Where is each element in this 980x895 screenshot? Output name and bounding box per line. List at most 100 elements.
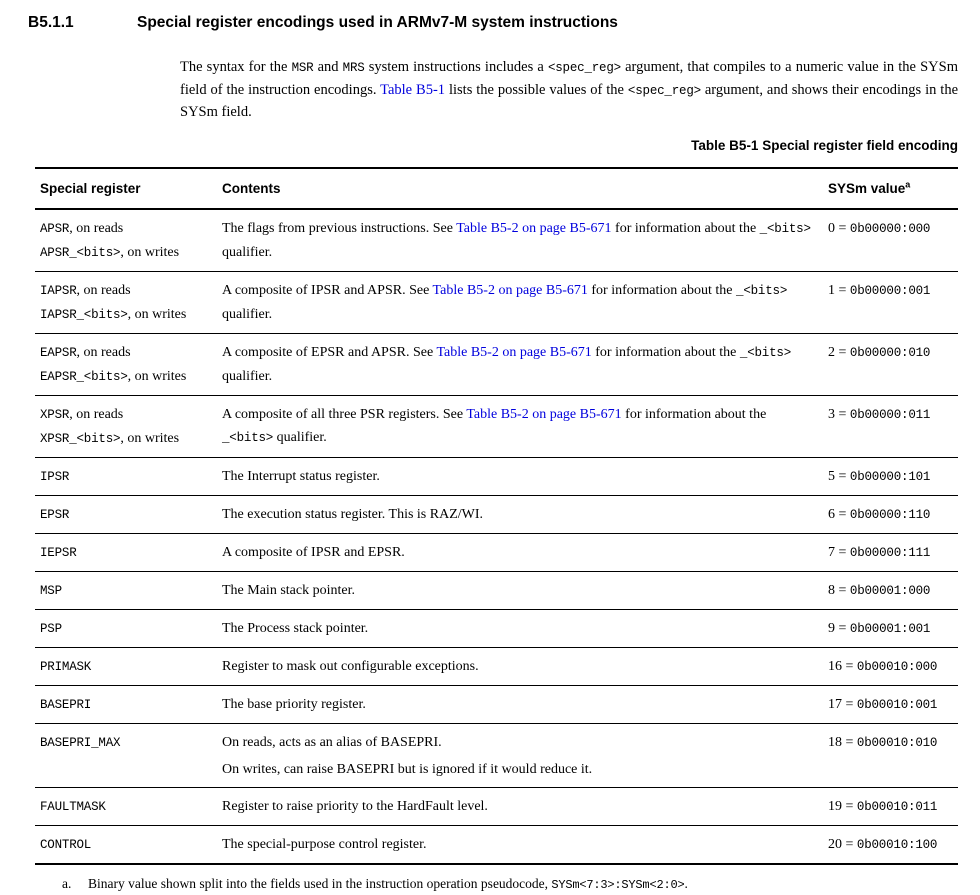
body-text: for information about the (587, 282, 737, 298)
body-text: qualifier. (273, 429, 327, 445)
cell-special-register: EAPSR, on reads EAPSR_<bits>, on writes (35, 341, 222, 389)
table-row: EAPSR, on reads EAPSR_<bits>, on writes A… (35, 334, 958, 396)
body-text: 18 = (828, 734, 857, 750)
cross-reference-link[interactable]: Table B5-2 on page B5-671 (436, 344, 592, 360)
code-text: 0b00010:100 (856, 837, 938, 852)
code-text: XPSR_<bits> (40, 431, 121, 446)
body-text: On writes, can raise BASEPRI but is igno… (222, 761, 593, 777)
cell-special-register: CONTROL (35, 833, 222, 857)
code-text: 0b00010:000 (856, 659, 938, 674)
code-text: IEPSR (40, 545, 77, 560)
body-text: for information about the (611, 220, 760, 236)
page-title: Special register encodings used in ARMv7… (137, 14, 618, 31)
body-text: 17 = (828, 696, 857, 712)
cell-contents: A composite of IPSR and EPSR. (222, 541, 828, 565)
cross-reference-link[interactable]: Table B5-1 (380, 81, 446, 98)
code-text: EAPSR_<bits> (40, 369, 128, 384)
cell-contents: A composite of IPSR and APSR. See Table … (222, 279, 828, 327)
cell-sysm-value: 20 = 0b00010:100 (828, 833, 958, 857)
code-text: 0b00000:101 (849, 469, 931, 484)
body-text: On reads, acts as an alias of BASEPRI. (222, 734, 442, 750)
code-text: 0b00000:011 (849, 407, 931, 422)
contents-description: The flags from previous instructions. Se… (222, 217, 818, 264)
register-name: PRIMASK (40, 655, 222, 679)
body-text: A composite of IPSR and EPSR. (222, 544, 405, 560)
contents-description: The special-purpose control register. (222, 833, 818, 856)
cell-contents: A composite of all three PSR registers. … (222, 403, 828, 451)
body-text: lists the possible values of the (445, 81, 628, 98)
code-text: IPSR (40, 469, 70, 484)
body-text: 5 = (828, 468, 850, 484)
cell-sysm-value: 6 = 0b00000:110 (828, 503, 958, 527)
body-text: 20 = (828, 836, 857, 852)
body-text: The flags from previous instructions. Se… (222, 220, 457, 236)
table-caption: Table B5-1 Special register field encodi… (691, 137, 958, 153)
footnote-ref-a: a (905, 179, 911, 189)
body-text: , on writes (120, 430, 180, 446)
code-text: PSP (40, 621, 62, 636)
cross-reference-link[interactable]: Table B5-2 on page B5-671 (466, 406, 622, 422)
code-text: MSP (40, 583, 62, 598)
special-register-table: Special register Contents SYSm valuea AP… (35, 166, 958, 865)
code-text: MRS (342, 61, 365, 75)
body-text: 8 = (828, 582, 850, 598)
body-text: The Main stack pointer. (222, 582, 355, 598)
code-text: EPSR (40, 507, 70, 522)
footnote-text: Binary value shown split into the fields… (88, 874, 688, 895)
code-text: _<bits> (759, 221, 811, 236)
section-number: B5.1.1 (28, 14, 74, 31)
body-text: 16 = (828, 658, 857, 674)
cross-reference-link[interactable]: Table B5-2 on page B5-671 (456, 220, 612, 236)
column-header-special-register: Special register (40, 180, 141, 196)
cell-special-register: IAPSR, on reads IAPSR_<bits>, on writes (35, 279, 222, 327)
register-name: EAPSR, on reads (40, 341, 222, 365)
code-text: BASEPRI_MAX (40, 735, 121, 750)
code-text: FAULTMASK (40, 799, 106, 814)
cell-special-register: IPSR (35, 465, 222, 489)
body-text: 19 = (828, 798, 857, 814)
register-name: IPSR (40, 465, 222, 489)
body-text: Binary value shown split into the fields… (88, 875, 552, 891)
cell-special-register: EPSR (35, 503, 222, 527)
body-text: , on writes (127, 368, 187, 384)
contents-description: A composite of IPSR and EPSR. (222, 541, 818, 564)
body-text: for information about the (591, 344, 740, 360)
code-text: 0b00010:010 (856, 735, 938, 750)
table-row: IEPSR A composite of IPSR and EPSR. 7 = … (35, 534, 958, 572)
table-row: EPSR The execution status register. This… (35, 496, 958, 534)
register-name: APSR_<bits>, on writes (40, 241, 222, 265)
register-name: IAPSR, on reads (40, 279, 222, 303)
cell-contents: The Interrupt status register. (222, 465, 828, 489)
code-text: CONTROL (40, 837, 92, 852)
cross-reference-link[interactable]: Table B5-2 on page B5-671 (432, 282, 588, 298)
body-text: The Interrupt status register. (222, 468, 380, 484)
cell-contents: Register to mask out configurable except… (222, 655, 828, 679)
body-text: The execution status register. This is R… (222, 506, 484, 522)
body-text: for information about the (621, 406, 767, 422)
body-text: 3 = (828, 406, 850, 422)
contents-description: The Process stack pointer. (222, 617, 818, 640)
table-row: CONTROL The special-purpose control regi… (35, 826, 958, 863)
body-text: A composite of IPSR and APSR. See (222, 282, 433, 298)
code-text: SYSm<7:3>:SYSm<2:0> (551, 877, 685, 892)
register-name: FAULTMASK (40, 795, 222, 819)
body-text: 1 = (828, 282, 850, 298)
register-name: IAPSR_<bits>, on writes (40, 303, 222, 327)
body-text: , on reads (69, 220, 124, 236)
body-text: qualifier. (222, 244, 273, 260)
register-name: APSR, on reads (40, 217, 222, 241)
code-text: APSR (40, 221, 70, 236)
cell-special-register: BASEPRI_MAX (35, 731, 222, 781)
code-text: PRIMASK (40, 659, 92, 674)
cell-contents: Register to raise priority to the HardFa… (222, 795, 828, 819)
cell-contents: The special-purpose control register. (222, 833, 828, 857)
table-row: MSP The Main stack pointer. 8 = 0b00001:… (35, 572, 958, 610)
cell-sysm-value: 7 = 0b00000:111 (828, 541, 958, 565)
table-footnote: a. Binary value shown split into the fie… (62, 874, 958, 895)
register-name: IEPSR (40, 541, 222, 565)
body-text: , on writes (127, 306, 187, 322)
cell-special-register: APSR, on reads APSR_<bits>, on writes (35, 217, 222, 265)
register-name: MSP (40, 579, 222, 603)
column-header-sysm-value: SYSm valuea (828, 180, 958, 197)
cell-sysm-value: 5 = 0b00000:101 (828, 465, 958, 489)
